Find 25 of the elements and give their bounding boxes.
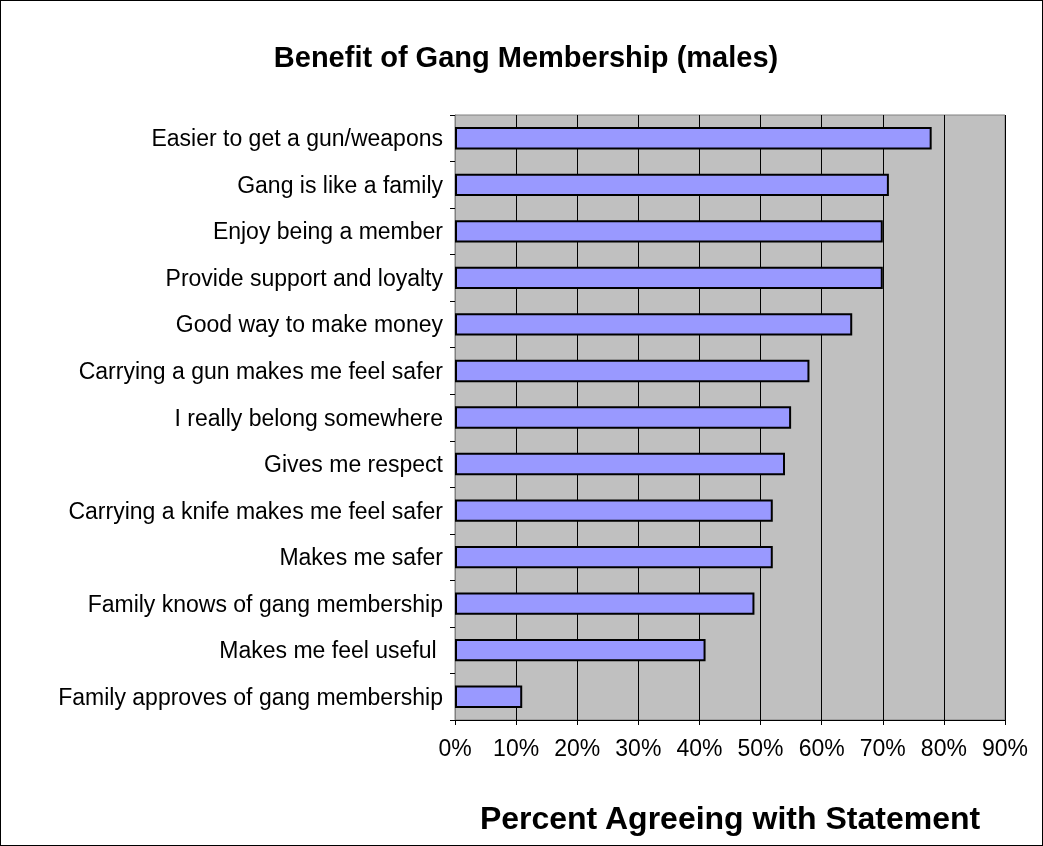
x-tick-label: 20% <box>554 734 601 761</box>
x-tick-label: 40% <box>676 734 723 761</box>
x-tick-label: 10% <box>493 734 540 761</box>
y-tick-label: Family approves of gang membership <box>58 683 443 710</box>
x-tick-label: 90% <box>981 734 1029 761</box>
x-tick-label: 0% <box>438 734 472 761</box>
x-tick-label: 80% <box>920 734 967 761</box>
x-axis-title: Percent Agreeing with Statement <box>479 800 981 836</box>
y-tick-label: Makes me feel useful <box>219 637 443 664</box>
chart-title: Benefit of Gang Membership (males) <box>273 40 779 73</box>
y-tick-label: Gives me respect <box>264 451 444 478</box>
y-tick-label: Enjoy being a member <box>212 218 444 245</box>
x-tick-label: 30% <box>615 734 662 761</box>
x-tick-label: 60% <box>798 734 845 761</box>
y-tick-label: Makes me safer <box>279 544 444 571</box>
y-tick-label: Family knows of gang membership <box>87 590 443 617</box>
x-tick-label: 50% <box>737 734 784 761</box>
y-tick-label: I really belong somewhere <box>174 404 443 431</box>
y-tick-label: Carrying a knife makes me feel safer <box>68 497 444 524</box>
y-tick-label: Easier to get a gun/weapons <box>151 125 443 152</box>
y-tick-label: Good way to make money <box>175 311 444 338</box>
y-tick-label: Provide support and loyalty <box>165 264 444 291</box>
x-tick-label: 70% <box>859 734 906 761</box>
y-tick-label: Carrying a gun makes me feel safer <box>78 357 444 384</box>
y-tick-label: Gang is like a family <box>237 171 444 198</box>
